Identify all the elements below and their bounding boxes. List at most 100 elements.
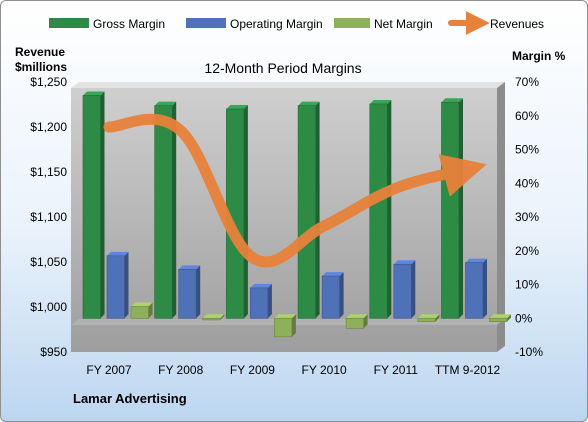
bar-side xyxy=(100,91,105,319)
bar-top xyxy=(226,105,248,109)
bar-face xyxy=(154,105,173,319)
bar-top xyxy=(131,302,153,307)
right-tick-label: 0% xyxy=(515,311,533,325)
legend-swatch-operating-margin xyxy=(186,18,226,28)
bar-face xyxy=(441,101,460,319)
bar-top xyxy=(346,314,368,319)
bar-top xyxy=(298,101,320,106)
bar-face xyxy=(178,269,197,319)
plot-top-edge xyxy=(71,82,505,88)
bar-top xyxy=(202,314,225,319)
bar-face xyxy=(274,317,293,338)
bar-face xyxy=(393,263,412,319)
bar-top xyxy=(322,272,344,277)
bar-top xyxy=(369,99,392,104)
right-tick-label: 30% xyxy=(515,210,539,224)
bar-side xyxy=(459,98,463,319)
bar-top xyxy=(489,314,511,319)
bars-layer xyxy=(82,91,511,338)
revenue-point-fy-2011 xyxy=(395,187,397,189)
left-tick-label: $1,200 xyxy=(30,120,67,134)
plot-side-wall xyxy=(497,82,505,352)
bar-face xyxy=(417,317,436,322)
bar-operating-margin-fy-2007 xyxy=(106,251,129,319)
bar-side xyxy=(124,251,129,319)
bar-side xyxy=(267,283,272,319)
bar-top xyxy=(441,98,463,103)
bar-gross-margin-fy-2008 xyxy=(154,101,177,319)
bar-gross-margin-fy-2010 xyxy=(297,101,320,319)
legend-swatch-gross-margin xyxy=(49,18,89,28)
left-tick-label: $1,050 xyxy=(30,255,67,269)
bar-net-margin-fy-2011 xyxy=(417,314,440,322)
bar-net-margin-fy-2008 xyxy=(202,314,225,321)
bar-gross-margin-fy-2009 xyxy=(226,105,248,319)
bar-side xyxy=(411,260,416,319)
bar-side xyxy=(148,302,153,319)
bar-operating-margin-ttm-9-2012 xyxy=(465,258,487,319)
bar-side xyxy=(220,314,225,320)
bar-net-margin-ttm-9-2012 xyxy=(489,314,511,322)
bar-side xyxy=(363,314,368,329)
bar-face xyxy=(489,317,508,322)
bar-gross-margin-ttm-9-2012 xyxy=(441,98,463,319)
bar-side xyxy=(507,314,511,322)
legend-label-gross-margin: Gross Margin xyxy=(93,17,165,31)
revenue-point-fy-2007 xyxy=(108,126,110,128)
category-label-fy-2007: FY 2007 xyxy=(86,363,131,377)
right-tick-label: 70% xyxy=(515,75,539,89)
right-tick-label: -10% xyxy=(515,345,543,359)
right-axis-ticks: -10% 0% 10% 20% 30% 40% 50% 60% 70% xyxy=(515,75,543,359)
category-label-fy-2011: FY 2011 xyxy=(374,363,419,377)
revenue-point-fy-2008 xyxy=(180,130,182,132)
bar-top xyxy=(393,260,416,265)
category-label-fy-2008: FY 2008 xyxy=(158,363,203,377)
right-tick-label: 20% xyxy=(515,244,539,258)
bar-operating-margin-fy-2011 xyxy=(393,260,416,319)
left-tick-label: $1,100 xyxy=(30,210,67,224)
right-tick-label: 40% xyxy=(515,176,539,190)
left-axis-ticks: $950 $1,000 $1,050 $1,100 $1,150 $1,200 $1,250 xyxy=(30,75,67,359)
bar-face xyxy=(369,103,388,319)
bar-side xyxy=(243,105,248,319)
bar-side xyxy=(387,99,392,319)
legend-label-revenues: Revenues xyxy=(490,17,544,31)
left-tick-label: $950 xyxy=(40,345,67,359)
category-label-fy-2010: FY 2010 xyxy=(302,363,347,377)
right-tick-label: 60% xyxy=(515,109,539,123)
bar-operating-margin-fy-2009 xyxy=(250,283,272,319)
company-label: Lamar Advertising xyxy=(73,391,187,406)
legend-label-operating-margin: Operating Margin xyxy=(230,17,323,31)
bar-side xyxy=(172,101,177,319)
right-axis-title: Margin % xyxy=(512,49,566,63)
bar-face xyxy=(106,255,125,319)
category-label-fy-2009: FY 2009 xyxy=(230,363,275,377)
bar-top xyxy=(274,314,296,319)
legend: Gross Margin Operating Margin Net Margin… xyxy=(49,11,544,35)
right-tick-label: 50% xyxy=(515,143,539,157)
bar-net-margin-fy-2010 xyxy=(345,314,368,329)
bar-face xyxy=(297,105,316,319)
bar-net-margin-fy-2007 xyxy=(130,302,153,319)
left-axis-title-line1: Revenue xyxy=(15,45,65,59)
left-tick-label: $1,250 xyxy=(30,75,67,89)
bar-gross-margin-fy-2007 xyxy=(82,91,105,319)
bar-top xyxy=(83,91,105,96)
bar-side xyxy=(315,101,320,319)
left-axis-title-line2: $millions xyxy=(15,60,67,74)
right-tick-label: 10% xyxy=(515,278,539,292)
legend-label-net-margin: Net Margin xyxy=(374,17,433,31)
bar-top xyxy=(465,258,487,263)
left-tick-label: $1,150 xyxy=(30,165,67,179)
bar-face xyxy=(130,306,149,319)
bar-side xyxy=(483,258,487,319)
revenue-point-fy-2010 xyxy=(323,225,325,227)
bar-face xyxy=(321,275,340,319)
bar-face xyxy=(345,317,364,329)
bar-operating-margin-fy-2008 xyxy=(178,265,201,319)
bar-top xyxy=(250,283,272,288)
chart-title: 12-Month Period Margins xyxy=(204,60,361,76)
bar-gross-margin-fy-2011 xyxy=(369,99,392,319)
bar-face xyxy=(250,287,269,319)
